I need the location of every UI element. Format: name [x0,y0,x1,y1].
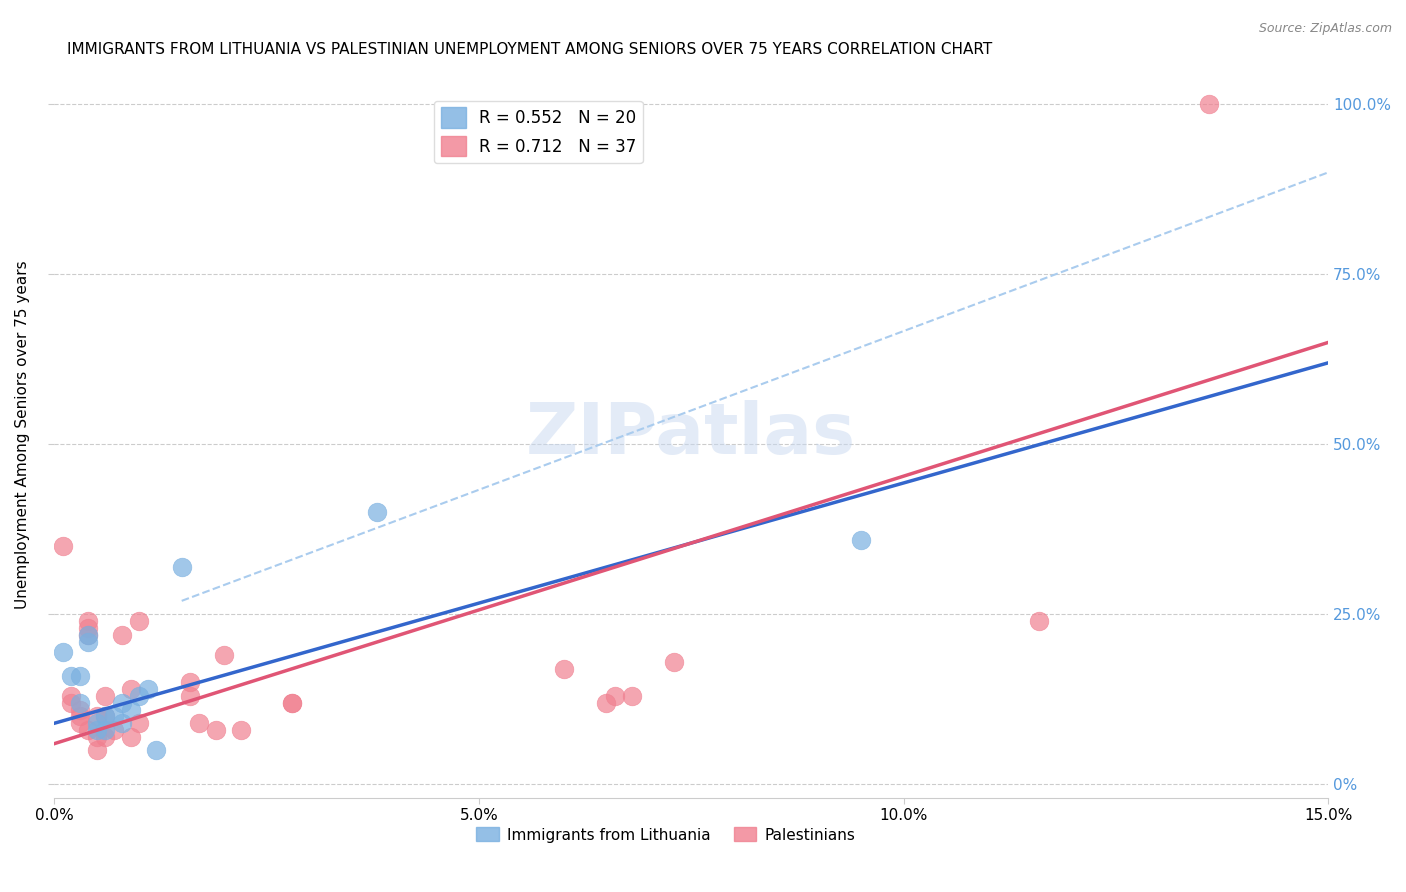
Legend: R = 0.552   N = 20, R = 0.712   N = 37: R = 0.552 N = 20, R = 0.712 N = 37 [434,101,643,163]
Point [86,730,108,744]
Point [103,723,125,737]
Point [120,682,142,697]
Point [86,743,108,757]
Point [86,709,108,723]
Point [77,628,100,642]
Point [120,703,142,717]
Point [849,533,872,547]
Point [77,614,100,628]
Point [212,648,235,663]
Point [94,709,117,723]
Point [553,662,575,676]
Point [204,723,226,737]
Point [52,645,75,659]
Point [69,696,91,710]
Point [52,540,75,554]
Point [366,505,388,519]
Point [60,668,83,682]
Point [94,709,117,723]
Point [128,716,150,731]
Point [664,655,686,669]
Point [60,696,83,710]
Point [187,716,209,731]
Point [231,723,253,737]
Point [179,689,201,703]
Point [86,723,108,737]
Point [595,696,617,710]
Point [179,675,201,690]
Point [111,696,134,710]
Point [77,621,100,635]
Point [69,668,91,682]
Text: Source: ZipAtlas.com: Source: ZipAtlas.com [1258,22,1392,36]
Point [128,614,150,628]
Point [170,559,193,574]
Point [94,689,117,703]
Point [94,730,117,744]
Point [136,682,159,697]
Point [1198,97,1220,112]
Point [77,723,100,737]
Point [111,716,134,731]
Text: ZIPatlas: ZIPatlas [526,400,856,468]
Point [603,689,626,703]
Y-axis label: Unemployment Among Seniors over 75 years: Unemployment Among Seniors over 75 years [15,260,30,608]
Point [103,709,125,723]
Point [281,696,304,710]
Point [120,730,142,744]
Point [1028,614,1050,628]
Point [60,689,83,703]
Point [94,723,117,737]
Point [77,628,100,642]
Point [111,628,134,642]
Text: IMMIGRANTS FROM LITHUANIA VS PALESTINIAN UNEMPLOYMENT AMONG SENIORS OVER 75 YEAR: IMMIGRANTS FROM LITHUANIA VS PALESTINIAN… [67,42,993,57]
Point [69,716,91,731]
Point [145,743,167,757]
Point [69,703,91,717]
Point [86,716,108,731]
Point [620,689,643,703]
Point [69,709,91,723]
Point [128,689,150,703]
Point [77,634,100,648]
Point [281,696,304,710]
